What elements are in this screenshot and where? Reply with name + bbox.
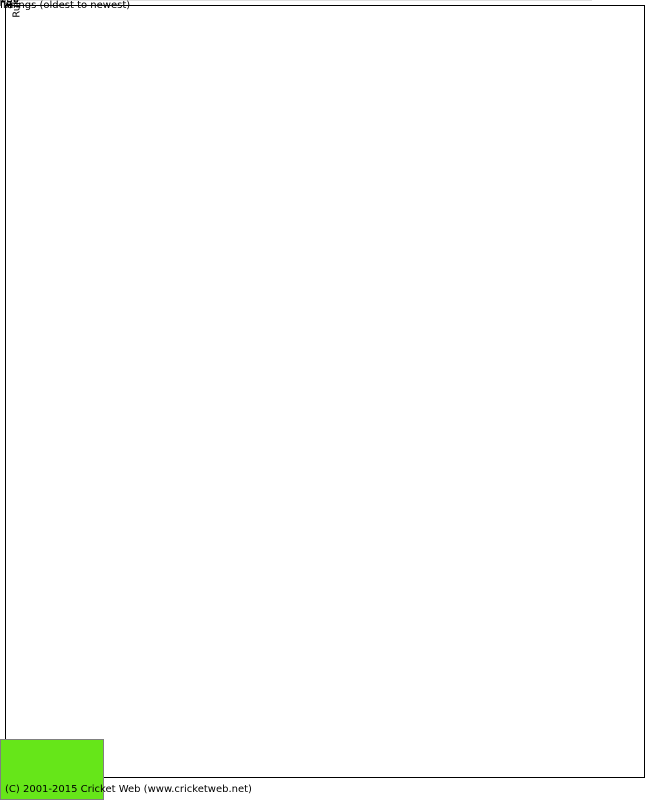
footer-copyright: (C) 2001-2015 Cricket Web (www.cricketwe…: [5, 784, 252, 795]
plot-area: [0, 0, 592, 715]
x-axis-label: Innings (oldest to newest): [0, 0, 130, 11]
